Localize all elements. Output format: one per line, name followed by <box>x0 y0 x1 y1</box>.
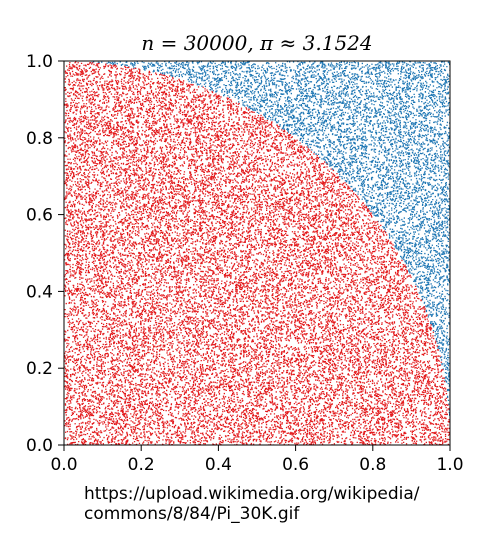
caption-line-1: https://upload.wikimedia.org/wikipedia/ <box>84 484 420 504</box>
x-tick-label: 0.2 <box>128 455 155 475</box>
scatter-points <box>64 61 450 445</box>
y-tick-label: 0.2 <box>26 359 53 379</box>
x-tick-label: 0.8 <box>359 455 386 475</box>
y-tick-label: 0.8 <box>26 129 53 149</box>
y-tick-label: 0.4 <box>26 282 53 302</box>
x-tick-label: 0.6 <box>282 455 309 475</box>
caption-line-2: commons/8/84/Pi_30K.gif <box>84 504 300 524</box>
source-caption: https://upload.wikimedia.org/wikipedia/ … <box>84 484 420 524</box>
y-tick-label: 1.0 <box>26 52 53 72</box>
axes: 0.0 0.2 0.4 0.6 0.8 1.0 0.0 0.2 0.4 0.6 0.8 1.0 <box>26 52 464 475</box>
scatter-series-inside <box>64 61 450 445</box>
y-tick-label: 0.0 <box>26 436 53 456</box>
scatter-series-outside <box>91 61 450 427</box>
x-tick-label: 1.0 <box>436 455 463 475</box>
x-tick-label: 0.0 <box>50 455 77 475</box>
chart-title: n = 30000, π ≈ 3.1524 <box>141 31 373 55</box>
x-tick-label: 0.4 <box>205 455 232 475</box>
y-tick-label: 0.6 <box>26 206 53 226</box>
plot-frame <box>63 60 451 446</box>
